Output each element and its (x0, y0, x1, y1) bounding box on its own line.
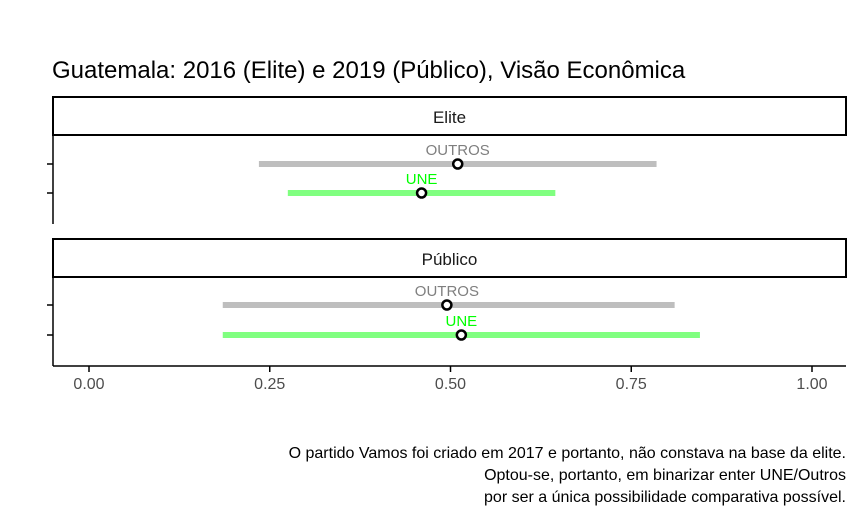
series-label-publico-une: UNE (446, 313, 478, 330)
panel-elite: Elite OUTROS UNE (47, 96, 847, 224)
caption-line-1: O partido Vamos foi criado em 2017 e por… (289, 445, 846, 462)
point-publico-une (455, 329, 468, 341)
point-elite-outros (451, 158, 464, 170)
x-axis: 0.00 0.25 0.50 0.75 1.00 (53, 365, 846, 393)
x-tick-label: 1.00 (796, 376, 827, 393)
strip-elite (52, 96, 847, 136)
x-tick-label: 0.25 (254, 376, 285, 393)
caption-line-3: por ser a única possibilidade comparativ… (484, 489, 846, 506)
x-tick-label: 0.50 (435, 376, 466, 393)
panel-publico: Público OUTROS UNE (47, 238, 847, 366)
series-label-elite-outros: OUTROS (426, 142, 490, 159)
x-tick-label: 0.00 (73, 376, 104, 393)
series-label-publico-outros: OUTROS (415, 283, 479, 300)
caption: O partido Vamos foi criado em 2017 e por… (289, 445, 846, 506)
caption-line-2: Optou-se, portanto, em binarizar enter U… (484, 467, 846, 484)
point-elite-une (415, 187, 428, 199)
panel-elite-marks: OUTROS UNE (258, 142, 657, 199)
strip-publico (52, 238, 847, 278)
point-publico-outros (441, 299, 453, 311)
panel-publico-marks: OUTROS UNE (222, 283, 700, 341)
x-tick-label: 0.75 (616, 376, 647, 393)
strip-label-elite: Elite (433, 108, 466, 127)
strip-label-publico: Público (422, 250, 478, 269)
chart-title: Guatemala: 2016 (Elite) e 2019 (Público)… (52, 57, 686, 84)
series-label-elite-une: UNE (406, 171, 438, 188)
